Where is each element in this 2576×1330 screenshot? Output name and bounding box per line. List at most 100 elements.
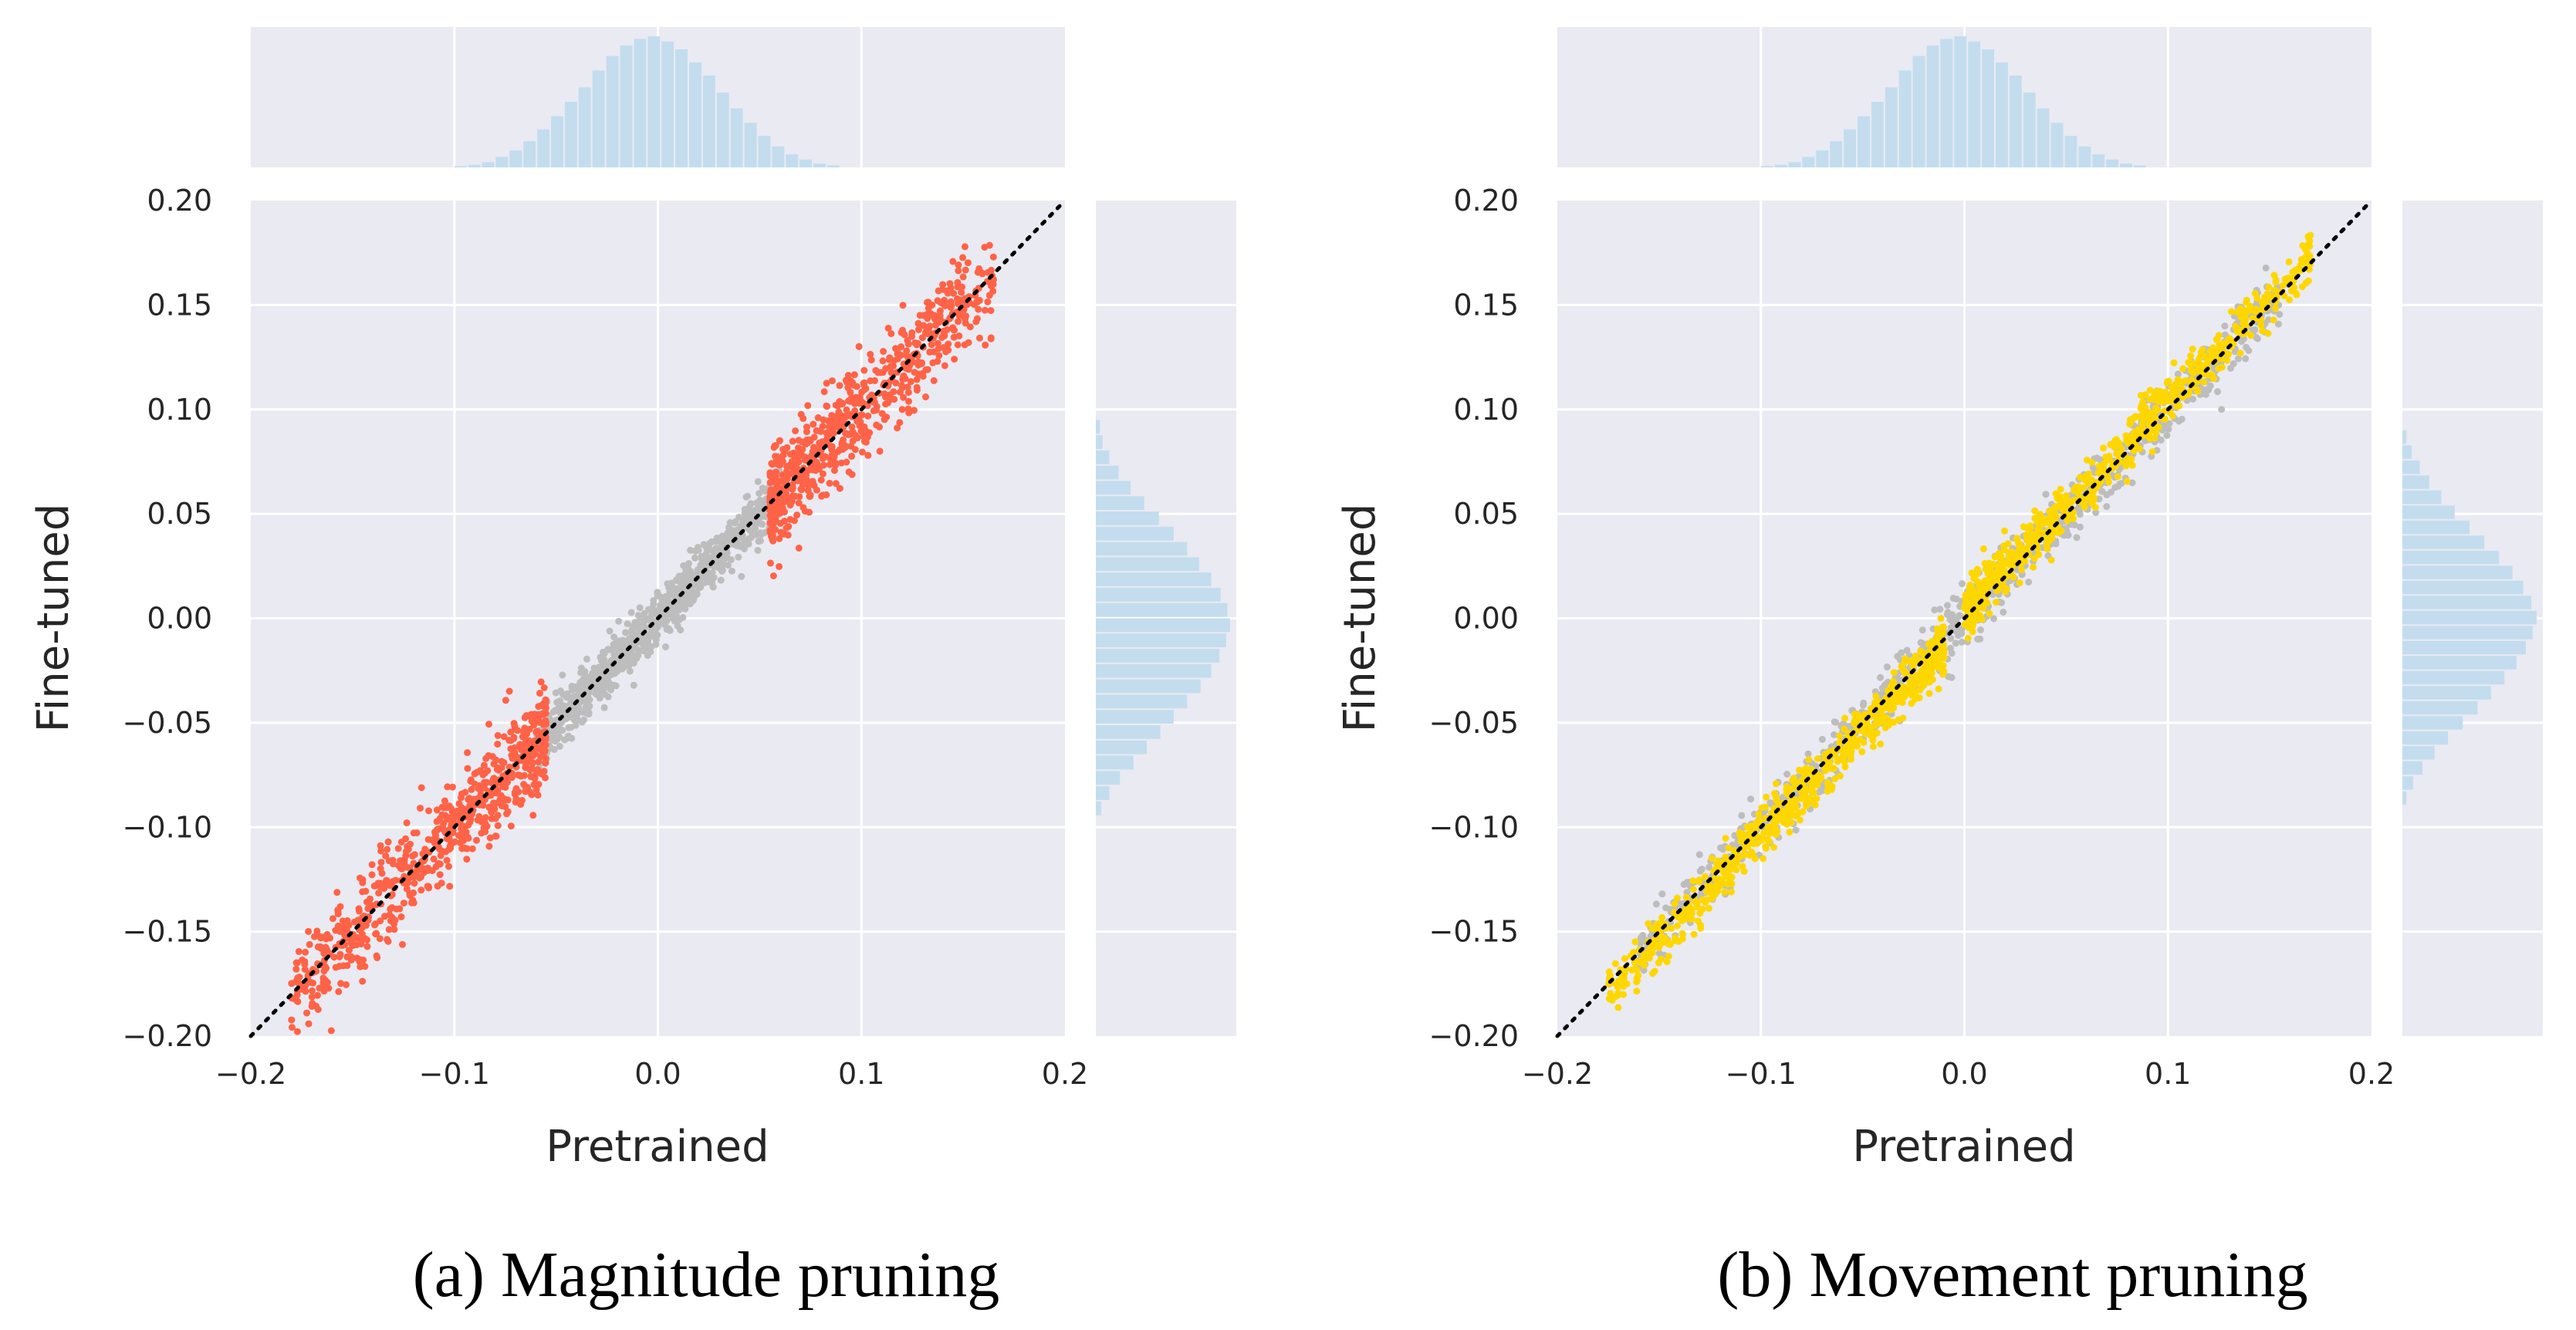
data-point <box>376 935 384 943</box>
data-point <box>1770 843 1777 851</box>
top-histogram-bar <box>2064 136 2077 167</box>
data-point <box>519 797 526 804</box>
data-point <box>654 622 662 630</box>
data-point <box>633 654 641 662</box>
data-point <box>356 956 363 964</box>
data-point <box>784 532 792 539</box>
data-point <box>628 637 636 645</box>
data-point <box>2052 490 2060 498</box>
data-point <box>627 609 635 616</box>
data-point <box>664 580 671 588</box>
data-point <box>754 478 762 485</box>
data-point <box>316 984 323 992</box>
top-histogram-bar <box>495 157 509 167</box>
data-point <box>1721 888 1729 896</box>
right-histogram-bar <box>2402 520 2470 535</box>
right-histogram-bar <box>2402 535 2485 549</box>
data-point <box>851 407 859 414</box>
right-histogram-bar <box>1096 679 1201 694</box>
data-point <box>1736 831 1743 839</box>
data-point <box>1663 958 1671 966</box>
data-point <box>509 754 516 762</box>
data-point <box>343 953 351 960</box>
data-point <box>826 479 833 487</box>
data-point <box>806 436 813 444</box>
data-point <box>343 962 351 970</box>
y-tick-label: −0.05 <box>123 706 212 740</box>
right-histogram-bar <box>1096 649 1220 663</box>
data-point <box>568 694 576 701</box>
data-point <box>810 420 817 428</box>
data-point <box>2272 305 2280 312</box>
top-histogram-bar <box>675 49 688 167</box>
data-point <box>1966 588 1973 596</box>
data-point <box>958 296 965 304</box>
right-histogram-bar <box>1096 496 1144 511</box>
data-point <box>390 926 398 933</box>
data-point <box>465 795 472 803</box>
data-point <box>1716 878 1723 886</box>
right-histogram-bar <box>1096 801 1101 815</box>
data-point <box>482 828 489 835</box>
data-point <box>1890 669 1898 677</box>
y-tick-label: 0.05 <box>147 497 212 531</box>
data-point <box>462 828 470 835</box>
data-point <box>873 421 881 429</box>
data-point <box>1775 800 1783 808</box>
top-histogram-bar <box>1954 36 1967 167</box>
top-histogram-bar <box>592 70 605 167</box>
data-point <box>292 959 300 967</box>
data-point <box>1671 937 1678 945</box>
right-histogram-bar <box>1096 450 1110 464</box>
data-point <box>464 765 472 772</box>
data-point <box>502 803 509 811</box>
data-point <box>830 420 838 427</box>
x-tick-label: −0.2 <box>1522 1057 1593 1091</box>
data-point <box>705 578 713 586</box>
data-point <box>512 798 519 806</box>
data-point <box>1688 906 1695 913</box>
top-histogram-bar <box>1802 157 1815 167</box>
data-point <box>950 333 958 341</box>
data-point <box>761 528 769 536</box>
data-point <box>710 574 718 582</box>
data-point <box>2015 542 2023 549</box>
data-point <box>1999 581 2006 589</box>
data-point <box>1948 673 1956 681</box>
data-point <box>1722 835 1729 842</box>
top-histogram-bar <box>786 154 799 167</box>
data-point <box>935 287 942 295</box>
data-point <box>384 846 391 853</box>
data-point <box>786 470 794 478</box>
data-point <box>2147 414 2155 421</box>
data-point <box>537 746 545 754</box>
data-point <box>2218 406 2226 414</box>
data-point <box>950 289 958 297</box>
right-histogram-bar <box>2402 565 2513 579</box>
data-point <box>510 720 518 727</box>
data-point <box>481 778 488 786</box>
data-point <box>2194 387 2202 395</box>
data-point <box>1929 637 1936 645</box>
data-point <box>1621 955 1628 962</box>
data-point <box>1799 808 1807 815</box>
data-point <box>529 712 536 720</box>
data-point <box>2116 480 2124 488</box>
data-point <box>1966 581 1974 589</box>
top-histogram-bar <box>1816 150 1829 167</box>
y-tick-label: −0.15 <box>1429 915 1519 949</box>
data-point <box>1792 802 1800 810</box>
data-point <box>2138 410 2146 418</box>
data-point <box>735 553 742 561</box>
data-point <box>289 1024 296 1031</box>
data-point <box>1973 565 1981 573</box>
data-point <box>400 900 407 907</box>
top-histogram-bar <box>1968 41 1981 167</box>
data-point <box>1668 924 1675 932</box>
data-point <box>1890 704 1898 711</box>
data-point <box>864 412 872 420</box>
data-point <box>2293 291 2300 299</box>
data-point <box>502 775 510 781</box>
y-tick-label: 0.15 <box>1453 288 1519 322</box>
data-point <box>526 738 533 746</box>
